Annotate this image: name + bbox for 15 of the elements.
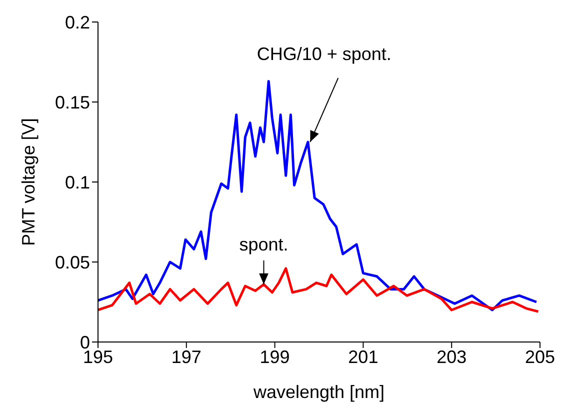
x-tick-label: 199	[260, 346, 290, 367]
y-axis-title: PMT voltage [V]	[18, 118, 38, 246]
x-axis-title: wavelength [nm]	[252, 382, 385, 402]
y-tick-label: 0.05	[54, 252, 90, 272]
annotation: CHG/10 + spont.	[256, 44, 392, 64]
line-series	[98, 80, 538, 312]
y-tick-label: 0.1	[64, 172, 90, 192]
x-tick-label: 197	[171, 346, 202, 367]
annotation: spont.	[239, 234, 288, 254]
y-tick-label: 0.15	[54, 92, 90, 112]
x-tick-label: 201	[348, 346, 378, 367]
x-tick-label: 203	[436, 346, 467, 367]
x-tick-label: 205	[524, 346, 556, 367]
line-series	[98, 267, 540, 313]
y-tick-label: 0.2	[64, 12, 90, 32]
